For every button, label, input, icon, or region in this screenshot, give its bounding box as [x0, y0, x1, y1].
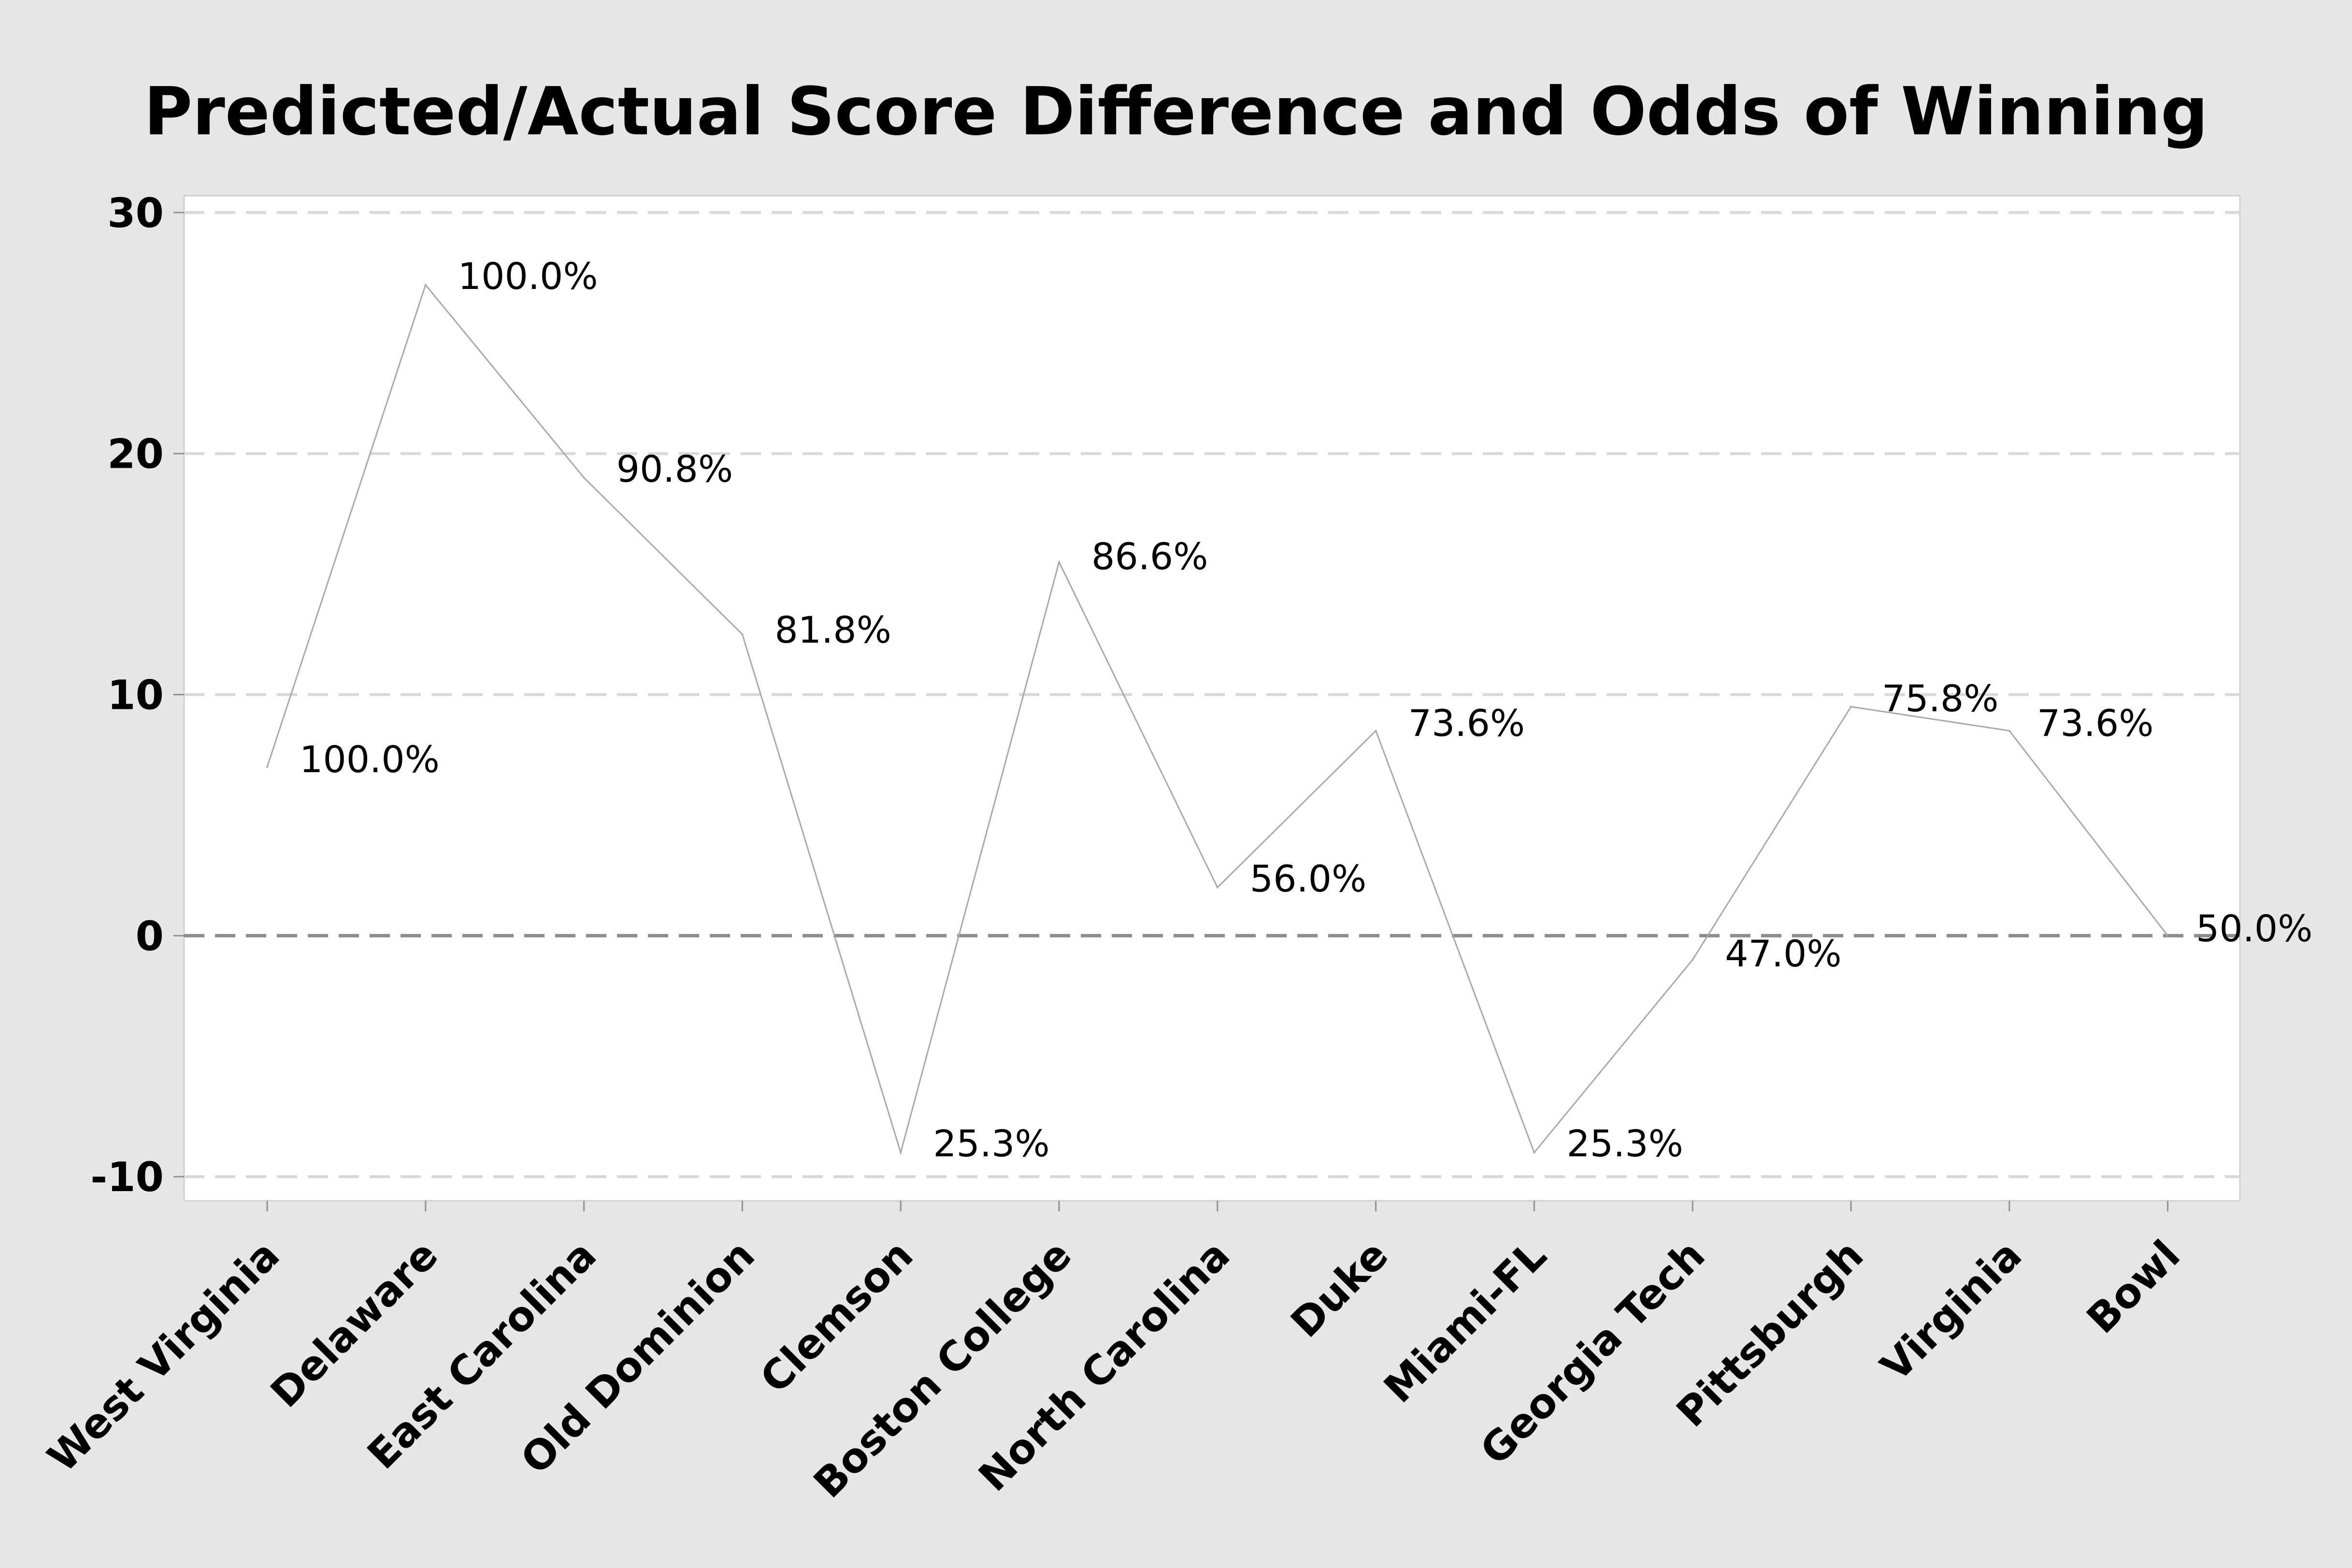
y-tick-label: 0: [136, 912, 164, 960]
data-labels: 100.0% 100.0% 90.8% 81.8% 25.3% 86.6% 56.0% 73.…: [300, 255, 2312, 1165]
data-label: 47.0%: [1725, 932, 1841, 975]
gridlines: [184, 211, 2240, 1179]
series-line: [266, 283, 2169, 1155]
data-label: 25.3%: [1566, 1122, 1683, 1165]
data-point: [741, 633, 744, 635]
data-label: 100.0%: [300, 738, 440, 781]
data-point: [1533, 1151, 1535, 1154]
data-label: 73.6%: [1408, 702, 1525, 745]
data-point: [900, 1151, 902, 1154]
data-point: [1375, 730, 1377, 732]
data-point: [1692, 959, 1694, 961]
y-tick-label: 10: [107, 672, 164, 719]
data-point: [1216, 886, 1219, 889]
y-tick-label: 20: [107, 431, 164, 478]
data-point: [2166, 935, 2169, 937]
y-tick-label: -10: [90, 1153, 164, 1201]
data-point: [2008, 730, 2010, 732]
data-label: 50.0%: [2196, 907, 2312, 950]
data-label: 90.8%: [617, 447, 733, 490]
data-label: 56.0%: [1250, 857, 1366, 900]
data-label: 81.8%: [774, 608, 891, 651]
y-tick-label: 30: [107, 189, 164, 237]
data-point: [266, 766, 268, 768]
data-label: 75.8%: [1882, 677, 1998, 720]
data-point: [1850, 705, 1852, 708]
data-label: 100.0%: [458, 255, 598, 298]
data-label: 25.3%: [933, 1122, 1049, 1165]
chart-title: Predicted/Actual Score Difference and Od…: [144, 73, 2208, 150]
data-label: 73.6%: [2037, 702, 2153, 745]
y-axis: -10 0 10 20 30: [90, 189, 184, 1201]
data-point: [424, 284, 427, 286]
data-point: [583, 476, 585, 479]
plot-area: [183, 195, 2241, 1202]
data-point: [1058, 561, 1060, 563]
data-label: 86.6%: [1091, 535, 1208, 578]
